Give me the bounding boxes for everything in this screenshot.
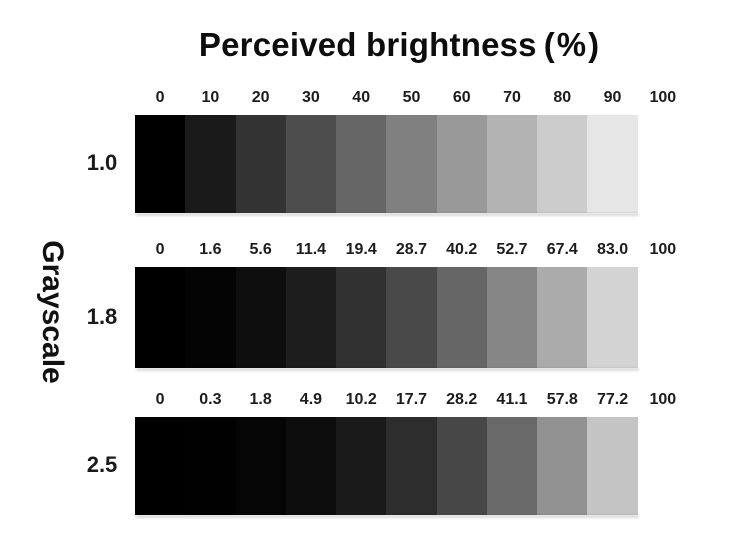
tick-label: 57.8 (546, 391, 578, 408)
gray-swatch (135, 267, 186, 368)
gray-swatch (587, 267, 638, 368)
tick-label: 11.4 (295, 241, 327, 258)
gamma-row-1.0: 1.0 0 10 20 30 40 50 60 70 80 90 100 (87, 88, 688, 213)
tick-label: 52.7 (496, 241, 528, 258)
gray-swatch (185, 267, 236, 368)
gray-swatch (637, 267, 688, 368)
gray-swatch (386, 267, 437, 368)
tick-label-row: 0 10 20 30 40 50 60 70 80 90 100 (135, 88, 688, 108)
chart-title-text: Perceived brightness (198, 26, 537, 63)
tick-label: 1.8 (249, 391, 272, 408)
tick-label-row: 0 1.6 5.6 11.4 19.4 28.7 40.2 52.7 67.4 83.0 100 (135, 240, 688, 260)
tick-label: 10.2 (345, 391, 377, 408)
tick-label: 83.0 (596, 241, 629, 258)
tick-label: 100 (649, 241, 677, 258)
tick-label: 40 (352, 89, 371, 106)
gray-swatch (486, 417, 538, 515)
gray-swatch (537, 267, 588, 368)
gray-swatch (386, 417, 437, 515)
chart-title-unit: (%) (543, 26, 602, 63)
gray-swatch (235, 417, 286, 515)
tick-label: 90 (603, 89, 622, 106)
gray-swatch (486, 267, 538, 368)
y-axis-label: Grayscale (36, 240, 69, 384)
gray-swatch (185, 417, 236, 515)
gamma-row-1.8: 1.8 0 1.6 5.6 11.4 19.4 28.7 40.2 52.7 67.4 83.0 10… (87, 240, 688, 368)
gray-swatch (486, 115, 538, 213)
gray-swatch (235, 267, 286, 368)
tick-label: 70 (503, 89, 521, 106)
grayscale-strip (135, 267, 688, 368)
gray-swatch (537, 115, 588, 213)
tick-label: 19.4 (345, 241, 377, 258)
tick-label: 10 (201, 89, 220, 106)
tick-label: 50 (402, 89, 421, 106)
tick-label-row: 0 0.3 1.8 4.9 10.2 17.7 28.2 41.1 57.8 77.2 100 (135, 390, 688, 410)
gray-swatch (386, 115, 437, 213)
tick-label: 17.7 (395, 391, 428, 408)
tick-label: 77.2 (596, 391, 629, 408)
gray-swatch (537, 417, 588, 515)
gamma-value-label: 1.8 (86, 303, 118, 329)
gray-swatch (135, 115, 186, 213)
gray-swatch (436, 417, 487, 515)
gray-swatch (436, 115, 487, 213)
gamma-row-2.5: 2.5 0 0.3 1.8 4.9 10.2 17.7 28.2 41.1 57.8 77.2 100 (87, 390, 688, 515)
gray-swatch (336, 267, 387, 368)
gamma-value-label: 2.5 (86, 452, 118, 477)
tick-label: 100 (649, 391, 677, 408)
tick-label: 0.3 (199, 391, 222, 408)
tick-label: 0 (155, 391, 165, 408)
gray-swatch (587, 115, 638, 213)
tick-label: 28.2 (446, 391, 478, 408)
tick-label: 30 (302, 89, 320, 106)
tick-label: 0 (155, 89, 165, 106)
gamma-value-label: 1.0 (86, 150, 118, 175)
gray-swatch (637, 115, 688, 213)
gray-swatch (436, 267, 487, 368)
tick-label: 4.9 (299, 391, 323, 408)
gray-swatch (587, 417, 638, 515)
tick-label: 40.2 (446, 241, 478, 258)
gray-swatch (285, 115, 337, 213)
tick-label: 5.6 (249, 241, 272, 258)
tick-label: 28.7 (395, 241, 428, 258)
chart-title: Perceived brightness (%) (50, 26, 750, 64)
tick-label: 1.6 (199, 241, 222, 258)
tick-label: 80 (553, 89, 572, 106)
grayscale-strip (135, 115, 688, 213)
gray-swatch (336, 417, 387, 515)
tick-label: 41.1 (496, 391, 528, 408)
tick-label: 67.4 (546, 241, 578, 258)
tick-label: 100 (649, 89, 677, 106)
gray-swatch (235, 115, 286, 213)
gray-swatch (185, 115, 236, 213)
gray-swatch (285, 267, 337, 368)
tick-label: 20 (251, 89, 270, 106)
tick-label: 0 (155, 241, 165, 258)
gray-swatch (135, 417, 186, 515)
grayscale-strip (135, 417, 688, 515)
gray-swatch (637, 417, 688, 515)
gray-swatch (285, 417, 337, 515)
tick-label: 60 (452, 89, 471, 106)
gray-swatch (336, 115, 387, 213)
